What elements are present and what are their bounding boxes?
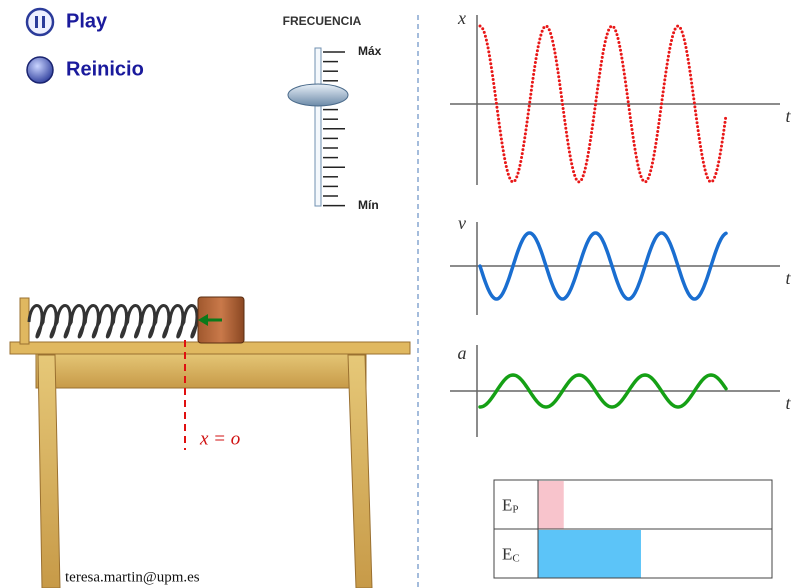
slider-scale [323, 52, 345, 206]
reset-button[interactable]: Reinicio [27, 57, 144, 83]
play-button[interactable]: Play [27, 9, 108, 35]
reset-label[interactable]: Reinicio [66, 58, 144, 80]
author: teresa.martin@upm.es [65, 569, 200, 585]
x-axis-label: t [785, 268, 791, 288]
slider-max: Máx [358, 44, 382, 58]
slider-knob[interactable] [288, 84, 348, 106]
slider-track[interactable] [315, 48, 321, 206]
y-axis-label: a [458, 343, 467, 363]
y-axis-label: v [458, 213, 466, 233]
y-axis-label: x [457, 8, 466, 28]
energy-bar [538, 530, 641, 578]
energy-subscript: P [512, 503, 518, 515]
energy-symbol: E [502, 495, 512, 514]
energy-bar [538, 481, 564, 529]
spring [29, 306, 198, 338]
x-axis-label: t [785, 106, 791, 126]
x-axis-label: t [785, 393, 791, 413]
equilibrium-label: x = o [199, 428, 240, 449]
slider-min: Mín [358, 198, 379, 212]
energy-subscript: C [512, 552, 519, 564]
energy-label: EP [502, 495, 519, 515]
energy-symbol: E [502, 544, 512, 563]
energy-label: EC [502, 544, 520, 564]
simulation: Play Reinicio FRECUENCIA Máx Mín x = o t… [0, 0, 791, 588]
slider-title: FRECUENCIA [283, 14, 362, 28]
play-label[interactable]: Play [66, 10, 108, 32]
